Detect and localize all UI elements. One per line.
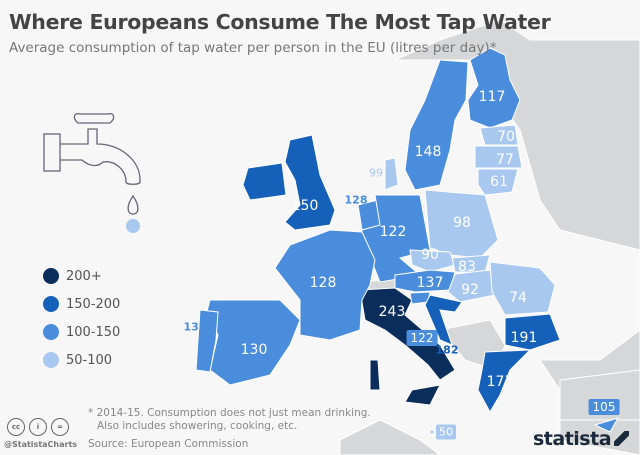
statista-logo-icon <box>614 431 630 446</box>
country-sweden <box>404 59 469 191</box>
country-latvia <box>474 145 523 169</box>
value-label-italy: 243 <box>378 304 406 320</box>
country-malta <box>429 429 435 435</box>
value-label-czechia: 90 <box>421 247 439 263</box>
value-label-croatia: 182 <box>435 343 459 357</box>
country-france <box>274 229 376 341</box>
value-label-uk: 150 <box>291 198 319 214</box>
country-croatia <box>424 294 463 346</box>
value-label-finland: 117 <box>478 89 506 105</box>
country-uk <box>284 134 336 231</box>
legend: 200+ 150-200 100-150 50-100 <box>43 262 120 374</box>
value-label-austria: 137 <box>416 275 444 291</box>
footnote: * 2014-15. Consumption does not just mea… <box>88 407 371 433</box>
value-label-estonia: 70 <box>497 129 515 145</box>
legend-label: 100-150 <box>66 324 121 340</box>
value-label-france: 128 <box>309 275 337 291</box>
chart-subtitle: Average consumption of tap water per per… <box>9 40 497 56</box>
legend-label: 150-200 <box>66 296 121 312</box>
value-label-hungary: 92 <box>461 282 479 298</box>
license-icons: cc i = <box>7 418 69 436</box>
value-label-slovakia: 83 <box>458 259 476 275</box>
legend-swatch <box>43 324 59 340</box>
country-hungary <box>447 269 496 303</box>
value-label-cyprus: 105 <box>588 399 620 415</box>
legend-swatch <box>43 352 59 368</box>
legend-label: 50-100 <box>66 352 113 368</box>
value-label-portugal: 132 <box>183 320 207 334</box>
water-drop-icon <box>126 219 140 233</box>
country-czechia <box>409 249 456 273</box>
country-cyprus <box>593 417 620 433</box>
legend-swatch <box>43 268 59 284</box>
statista-logo: statista <box>533 428 630 450</box>
no-derivatives-icon: = <box>51 418 69 436</box>
cc-icon: cc <box>7 418 25 436</box>
footnote-line: Also includes showering, cooking, etc. <box>97 420 298 432</box>
legend-item: 100-150 <box>43 318 120 346</box>
value-label-spain: 130 <box>240 342 268 358</box>
value-label-malta: 50 <box>436 424 456 440</box>
country-denmark <box>384 157 399 191</box>
value-label-germany: 122 <box>379 224 407 240</box>
source: Source: European Commission <box>88 438 249 450</box>
value-label-bulgaria: 191 <box>510 330 538 346</box>
chart-title: Where Europeans Consume The Most Tap Wat… <box>9 10 551 34</box>
country-bulgaria <box>504 313 561 351</box>
country-lithuania <box>477 168 519 196</box>
legend-item: 200+ <box>43 262 120 290</box>
footnote-line: * 2014-15. Consumption does not just mea… <box>88 407 371 419</box>
logo-text: statista <box>533 428 612 450</box>
value-label-netherlands: 128 <box>344 193 368 207</box>
value-label-slovenia: 122 <box>406 330 438 346</box>
country-romania <box>489 261 556 316</box>
tap-icon <box>43 112 141 215</box>
country-finland <box>467 47 521 129</box>
twitter-handle: @StatistaCharts <box>4 440 78 449</box>
country-estonia <box>479 124 519 146</box>
attribution-icon: i <box>29 418 47 436</box>
value-label-lithuania: 61 <box>490 174 508 190</box>
value-label-ireland: 150 <box>251 175 275 189</box>
value-label-poland: 98 <box>453 215 471 231</box>
country-germany <box>359 194 431 283</box>
value-label-romania: 74 <box>509 290 527 306</box>
country-ireland <box>242 162 287 201</box>
legend-swatch <box>43 296 59 312</box>
legend-item: 50-100 <box>43 346 120 374</box>
value-label-sweden: 148 <box>414 144 442 160</box>
value-label-latvia: 77 <box>496 152 514 168</box>
value-label-denmark: 99 <box>369 166 383 180</box>
country-greece <box>477 349 532 414</box>
country-portugal <box>195 309 219 373</box>
value-label-greece: 177 <box>486 374 514 390</box>
legend-label: 200+ <box>66 268 102 284</box>
country-italy <box>359 287 456 406</box>
legend-item: 150-200 <box>43 290 120 318</box>
